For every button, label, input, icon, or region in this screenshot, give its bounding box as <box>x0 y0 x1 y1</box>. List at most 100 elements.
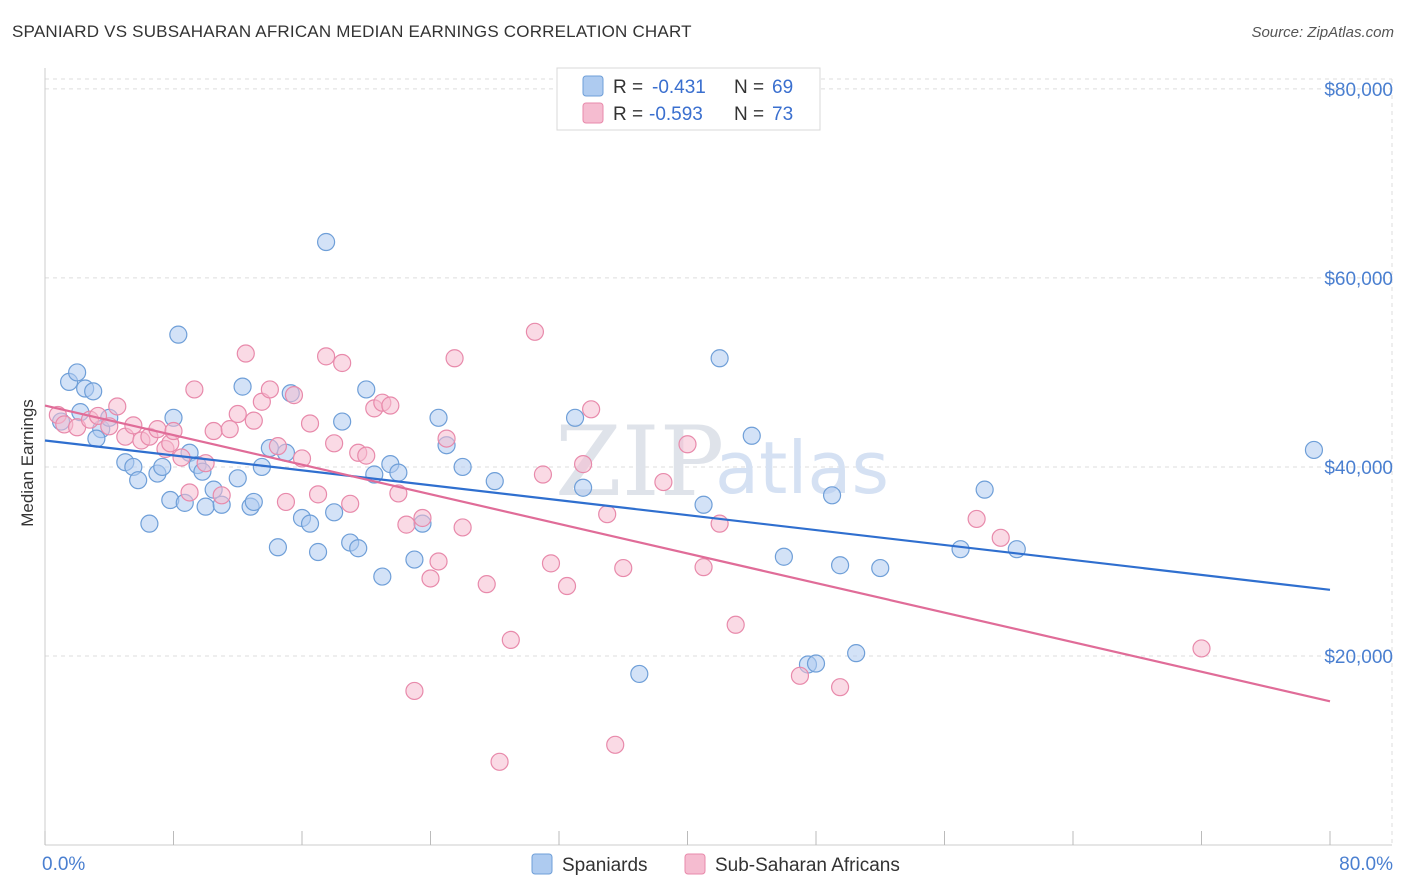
point-spaniard <box>742 426 761 445</box>
legend-r-value: -0.431 <box>652 77 706 98</box>
point-spaniard <box>389 463 408 482</box>
point-subsaharan <box>573 455 593 474</box>
legend-n-label: N = <box>734 104 764 125</box>
point-spaniard <box>774 547 793 566</box>
point-subsaharan <box>991 528 1010 547</box>
point-spaniard <box>975 480 994 499</box>
y-tick-label: $40,000 <box>1324 458 1393 479</box>
point-spaniard <box>84 382 103 401</box>
point-spaniard <box>373 567 392 586</box>
point-spaniard <box>565 408 585 427</box>
point-subsaharan <box>437 429 456 448</box>
point-spaniard <box>87 429 106 448</box>
point-subsaharan <box>582 400 601 419</box>
point-subsaharan <box>694 558 713 577</box>
point-spaniard <box>847 644 866 663</box>
point-subsaharan <box>180 483 199 502</box>
series-legend: Spaniards Sub-Saharan Africans <box>531 853 900 876</box>
point-subsaharan <box>429 552 448 571</box>
legend-label-spaniards: Spaniards <box>562 855 648 876</box>
point-subsaharan <box>1192 639 1211 658</box>
axes <box>44 68 1392 846</box>
point-subsaharan <box>654 472 673 492</box>
point-spaniard <box>233 377 252 396</box>
legend-swatch-subsaharan <box>684 853 706 875</box>
point-subsaharan <box>300 414 320 433</box>
point-subsaharan <box>453 518 472 537</box>
point-spaniard <box>228 469 247 488</box>
point-spaniard <box>573 478 593 497</box>
y-tick-label: $20,000 <box>1324 647 1393 668</box>
point-subsaharan <box>316 347 336 366</box>
x-tick-label: 80.0% <box>1339 854 1393 875</box>
legend-n-value: 73 <box>772 104 793 125</box>
point-subsaharan <box>389 484 408 503</box>
legend-n-label: N = <box>734 77 764 98</box>
point-spaniard <box>871 558 890 578</box>
point-spaniard <box>951 540 970 559</box>
point-subsaharan <box>967 509 986 529</box>
y-tick-labels: $20,000 $40,000 $60,000 $80,000 <box>1324 80 1393 668</box>
point-subsaharan <box>381 396 400 415</box>
point-subsaharan <box>228 404 247 424</box>
point-subsaharan <box>244 411 263 430</box>
legend-swatch-subsaharan <box>582 102 604 124</box>
point-subsaharan <box>325 434 344 453</box>
chart-title: SPANIARD VS SUBSAHARAN AFRICAN MEDIAN EA… <box>12 22 692 41</box>
point-subsaharan <box>413 508 432 528</box>
point-spaniard <box>196 497 215 516</box>
point-subsaharan <box>501 630 520 650</box>
point-subsaharan <box>397 515 416 534</box>
legend-n-value: 69 <box>772 77 793 98</box>
point-subsaharan <box>196 454 215 473</box>
point-spaniard <box>806 654 826 673</box>
point-spaniard <box>316 232 336 252</box>
point-spaniard <box>694 495 713 514</box>
point-subsaharan <box>276 492 296 512</box>
correlation-legend: R = -0.431 N = 69 R = -0.593 N = 73 <box>556 67 821 131</box>
point-spaniard <box>357 380 376 399</box>
y-tick-label: $60,000 <box>1324 269 1393 290</box>
point-spaniard <box>710 349 729 368</box>
point-subsaharan <box>598 505 617 524</box>
y-axis-label: Median Earnings <box>18 399 37 527</box>
point-subsaharan <box>477 575 496 594</box>
point-subsaharan <box>726 615 745 634</box>
point-subsaharan <box>268 437 288 456</box>
source-label: Source: ZipAtlas.com <box>1251 24 1394 41</box>
point-spaniard <box>405 550 424 569</box>
point-subsaharan <box>557 576 577 596</box>
point-subsaharan <box>445 349 464 368</box>
point-spaniard <box>244 492 263 512</box>
point-spaniard <box>68 363 87 382</box>
watermark-atlas: atlas <box>715 426 889 510</box>
point-subsaharan <box>284 386 304 405</box>
point-spaniard <box>349 539 368 558</box>
point-subsaharan <box>830 678 850 697</box>
point-subsaharan <box>220 420 239 439</box>
point-subsaharan <box>405 681 424 701</box>
point-subsaharan <box>541 554 561 573</box>
point-spaniard <box>429 408 448 427</box>
point-spaniard <box>325 503 344 522</box>
trend-lines <box>44 404 1331 703</box>
point-subsaharan <box>525 322 545 341</box>
legend-swatch-spaniards <box>582 75 604 97</box>
legend-r-value: -0.593 <box>649 104 703 125</box>
point-spaniard <box>822 486 842 505</box>
point-subsaharan <box>108 397 127 416</box>
x-tick-label: 0.0% <box>42 854 85 875</box>
point-subsaharan <box>421 569 440 588</box>
legend-r-label: R = <box>613 77 643 98</box>
point-subsaharan <box>236 344 255 363</box>
point-subsaharan <box>333 353 352 373</box>
trend-line-subsaharan <box>44 404 1331 703</box>
point-spaniard <box>169 325 188 344</box>
legend-swatch-spaniards <box>531 853 553 875</box>
point-spaniard <box>129 471 148 490</box>
legend-label-subsaharan: Sub-Saharan Africans <box>715 855 900 876</box>
watermark: ZIP atlas <box>555 406 889 518</box>
point-subsaharan <box>212 486 231 505</box>
point-subsaharan <box>606 735 625 754</box>
point-subsaharan <box>790 666 810 685</box>
